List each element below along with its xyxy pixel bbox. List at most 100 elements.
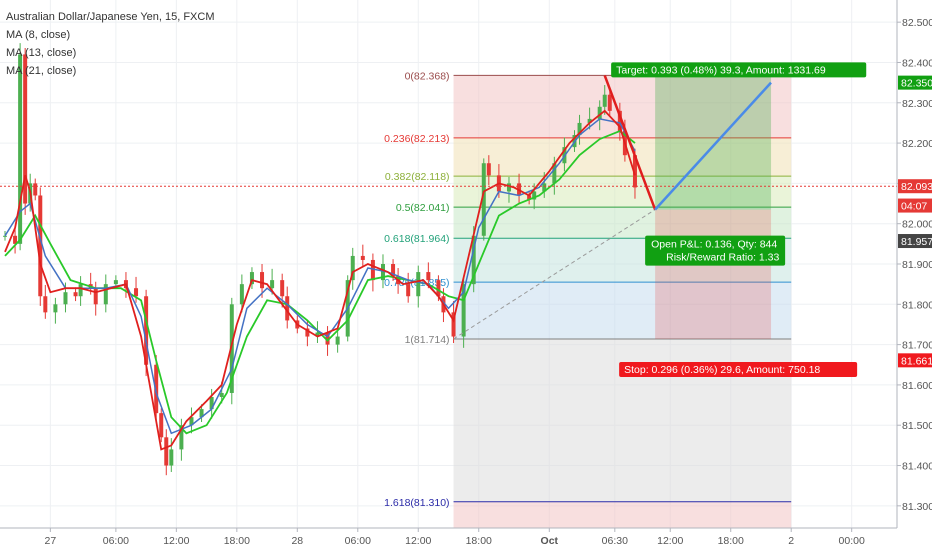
candle-body (617, 110, 622, 131)
legend: Australian Dollar/Japanese Yen, 15, FXCM… (6, 8, 215, 80)
price-label: 81.661 (901, 355, 932, 367)
candle-body (471, 235, 476, 285)
candle-body (53, 304, 58, 313)
position-stop-zone (655, 209, 772, 339)
candle-body (239, 284, 244, 305)
fib-zone (453, 207, 792, 239)
price-label: 04:07 (901, 201, 927, 213)
candle-body (164, 437, 169, 466)
candle-body (249, 272, 254, 285)
candle-body (260, 272, 265, 289)
fib-level-label: 0.5(82.041) (396, 202, 450, 214)
candle-body (360, 255, 365, 260)
candle-body (154, 364, 159, 414)
legend-ma21: MA (21, close) (6, 65, 77, 77)
target-label: Target: 0.393 (0.48%) 39.3, Amount: 1331… (616, 64, 826, 76)
pnl-box (645, 235, 786, 266)
chart-title: Australian Dollar/Japanese Yen, 15, FXCM (6, 11, 215, 23)
candle-body (461, 284, 466, 337)
candle-body (134, 288, 139, 297)
candle-body (527, 195, 532, 200)
stop-label: Stop: 0.296 (0.36%) 29.6, Amount: 750.18 (624, 364, 820, 376)
y-tick-label: 82.000 (902, 219, 932, 231)
y-tick-label: 81.300 (902, 501, 932, 513)
candle-body (209, 397, 214, 410)
projection-line (654, 81, 772, 211)
candle-body (577, 122, 582, 136)
candle-body (451, 312, 456, 337)
x-tick-label: 00:00 (839, 535, 865, 547)
candle-body (103, 284, 108, 305)
fib-zone (453, 137, 792, 177)
candle-body (33, 183, 38, 196)
candle-body (38, 195, 43, 297)
price-label-bg (898, 75, 932, 90)
candle-body (305, 328, 310, 337)
x-tick-label: 06:30 (602, 535, 628, 547)
candle-body (169, 449, 174, 466)
x-tick-label: 27 (45, 535, 57, 547)
candle-body (93, 288, 98, 305)
candle-body (13, 235, 18, 244)
x-tick-label: 18:00 (224, 535, 250, 547)
candle-body (532, 191, 537, 200)
candle-body (587, 118, 592, 123)
candle-body (73, 292, 78, 297)
candle-body (325, 332, 330, 345)
candle-body (3, 235, 7, 237)
stop-label-bg (619, 361, 858, 377)
candle-body (270, 280, 275, 289)
x-tick-label: 06:00 (103, 535, 129, 547)
candle-body (406, 284, 411, 297)
fib-level-label: 0(82.368) (405, 70, 450, 82)
candle-body (23, 54, 28, 204)
fib-level-label: 0.382(82.118) (385, 171, 450, 183)
y-tick-label: 81.700 (902, 340, 932, 352)
candle-body (602, 94, 607, 107)
x-tick-label: 18:00 (466, 535, 492, 547)
x-tick-label: 12:00 (163, 535, 189, 547)
candle-body (43, 296, 48, 313)
y-tick-label: 82.200 (902, 138, 932, 150)
candle-body (380, 264, 385, 281)
candle-body (632, 155, 637, 188)
rr-label: Risk/Reward Ratio: 1.33 (666, 252, 779, 264)
fib-level-label: 0.236(82.213) (384, 133, 449, 145)
fib-zone-bottom (453, 501, 792, 528)
y-tick-label: 81.400 (902, 461, 932, 473)
candle-body (229, 304, 234, 393)
candle-body (113, 280, 118, 285)
candle-body (607, 94, 612, 111)
candle-body (370, 259, 375, 281)
x-tick-label: 28 (291, 535, 303, 547)
candle-body (280, 280, 285, 297)
candle-body (416, 272, 421, 297)
candle-body (486, 163, 491, 176)
fib-level-label: 0.618(81.964) (384, 233, 449, 245)
price-label-bg (898, 234, 932, 249)
fib-zone (453, 282, 792, 339)
candle-body (597, 106, 602, 119)
candle-body (189, 417, 194, 426)
x-tick-label: 2 (788, 535, 794, 547)
y-tick-label: 81.900 (902, 259, 932, 271)
y-tick-label: 82.500 (902, 17, 932, 29)
candle-body (199, 409, 204, 418)
candle-body (335, 336, 340, 345)
fib-level-label: 1(81.714) (405, 334, 450, 346)
candle-body (219, 392, 224, 398)
candle-body (481, 163, 486, 236)
target-label-bg (611, 62, 867, 78)
candle-body (506, 183, 511, 192)
drop-line (603, 74, 657, 211)
price-label-bg (898, 179, 932, 194)
candle-body (78, 284, 83, 297)
y-tick-label: 82.400 (902, 57, 932, 69)
price-label: 81.957 (901, 236, 932, 248)
candle-body (436, 280, 441, 297)
position-diagonal (453, 209, 656, 340)
y-tick-label: 81.600 (902, 380, 932, 392)
x-tick-label: Oct (541, 535, 559, 547)
candle-body (285, 296, 290, 321)
